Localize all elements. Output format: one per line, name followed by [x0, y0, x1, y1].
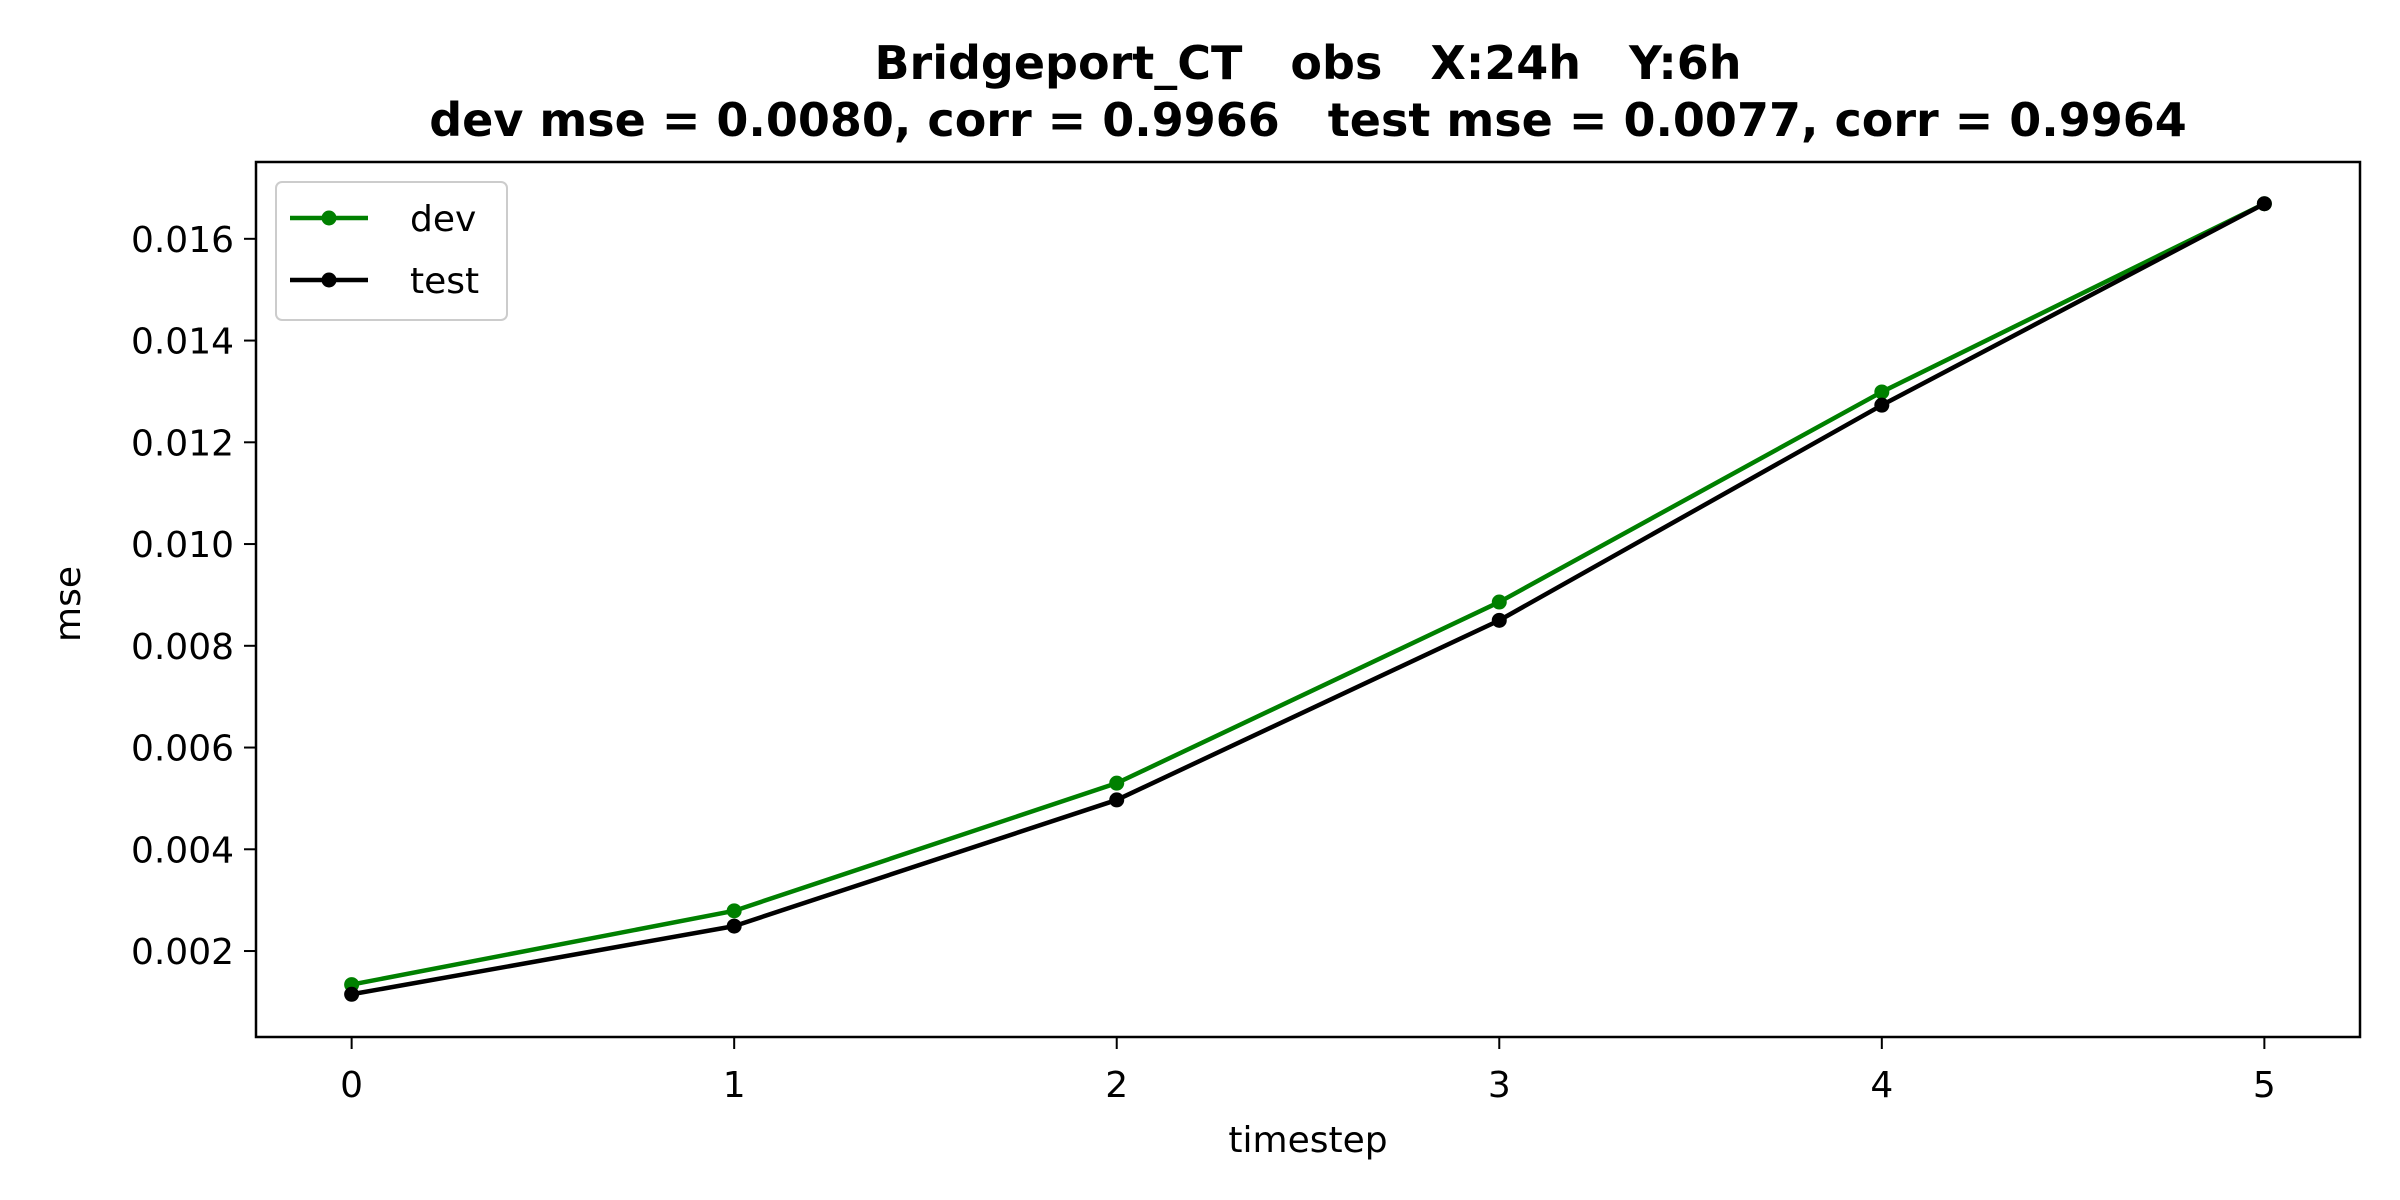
legend-marker-test	[321, 272, 337, 288]
series-point-test	[726, 918, 742, 934]
y-tick-label: 0.006	[131, 729, 234, 770]
x-tick-label: 3	[1488, 1065, 1511, 1106]
y-tick-label: 0.004	[131, 830, 234, 871]
y-tick-label: 0.010	[131, 525, 234, 566]
y-tick-label: 0.002	[131, 932, 234, 973]
series-point-dev	[726, 903, 742, 919]
series-line-dev	[349, 201, 2267, 987]
series-point-test	[2256, 196, 2272, 212]
x-axis-label: timestep	[1228, 1120, 1387, 1161]
y-tick-label: 0.016	[131, 220, 234, 261]
series-point-dev	[1874, 384, 1890, 400]
series-point-test	[1491, 612, 1507, 628]
x-tick-label: 0	[340, 1065, 363, 1106]
plot-frame	[254, 160, 2362, 1039]
series-point-test	[1874, 397, 1890, 413]
chart-title-line-1: Bridgeport_CT obs X:24h Y:6h	[874, 36, 1741, 90]
legend-label-test: test	[410, 261, 479, 302]
y-tick-label: 0.008	[131, 627, 234, 668]
x-tick-label: 5	[2253, 1065, 2276, 1106]
y-axis-label: mse	[48, 566, 89, 642]
chart-title-line-2: dev mse = 0.0080, corr = 0.9966 test mse…	[429, 93, 2187, 147]
x-tick-label: 1	[723, 1065, 746, 1106]
series-line-test	[349, 201, 2267, 997]
legend-label-dev: dev	[410, 199, 476, 240]
series-point-dev	[1109, 775, 1125, 791]
y-tick-label: 0.012	[131, 423, 234, 464]
series-point-test	[1109, 792, 1125, 808]
series-point-dev	[1491, 594, 1507, 610]
series-point-test	[344, 986, 360, 1002]
y-tick-label: 0.014	[131, 322, 234, 363]
plot-area: 0 1 2 3 4 5 0.002 0.004 0.006 0.008 0.010 0.012 0.01…	[131, 160, 2362, 1106]
legend-marker-dev	[321, 210, 337, 226]
x-tick-label: 4	[1870, 1065, 1893, 1106]
x-tick-label: 2	[1105, 1065, 1128, 1106]
